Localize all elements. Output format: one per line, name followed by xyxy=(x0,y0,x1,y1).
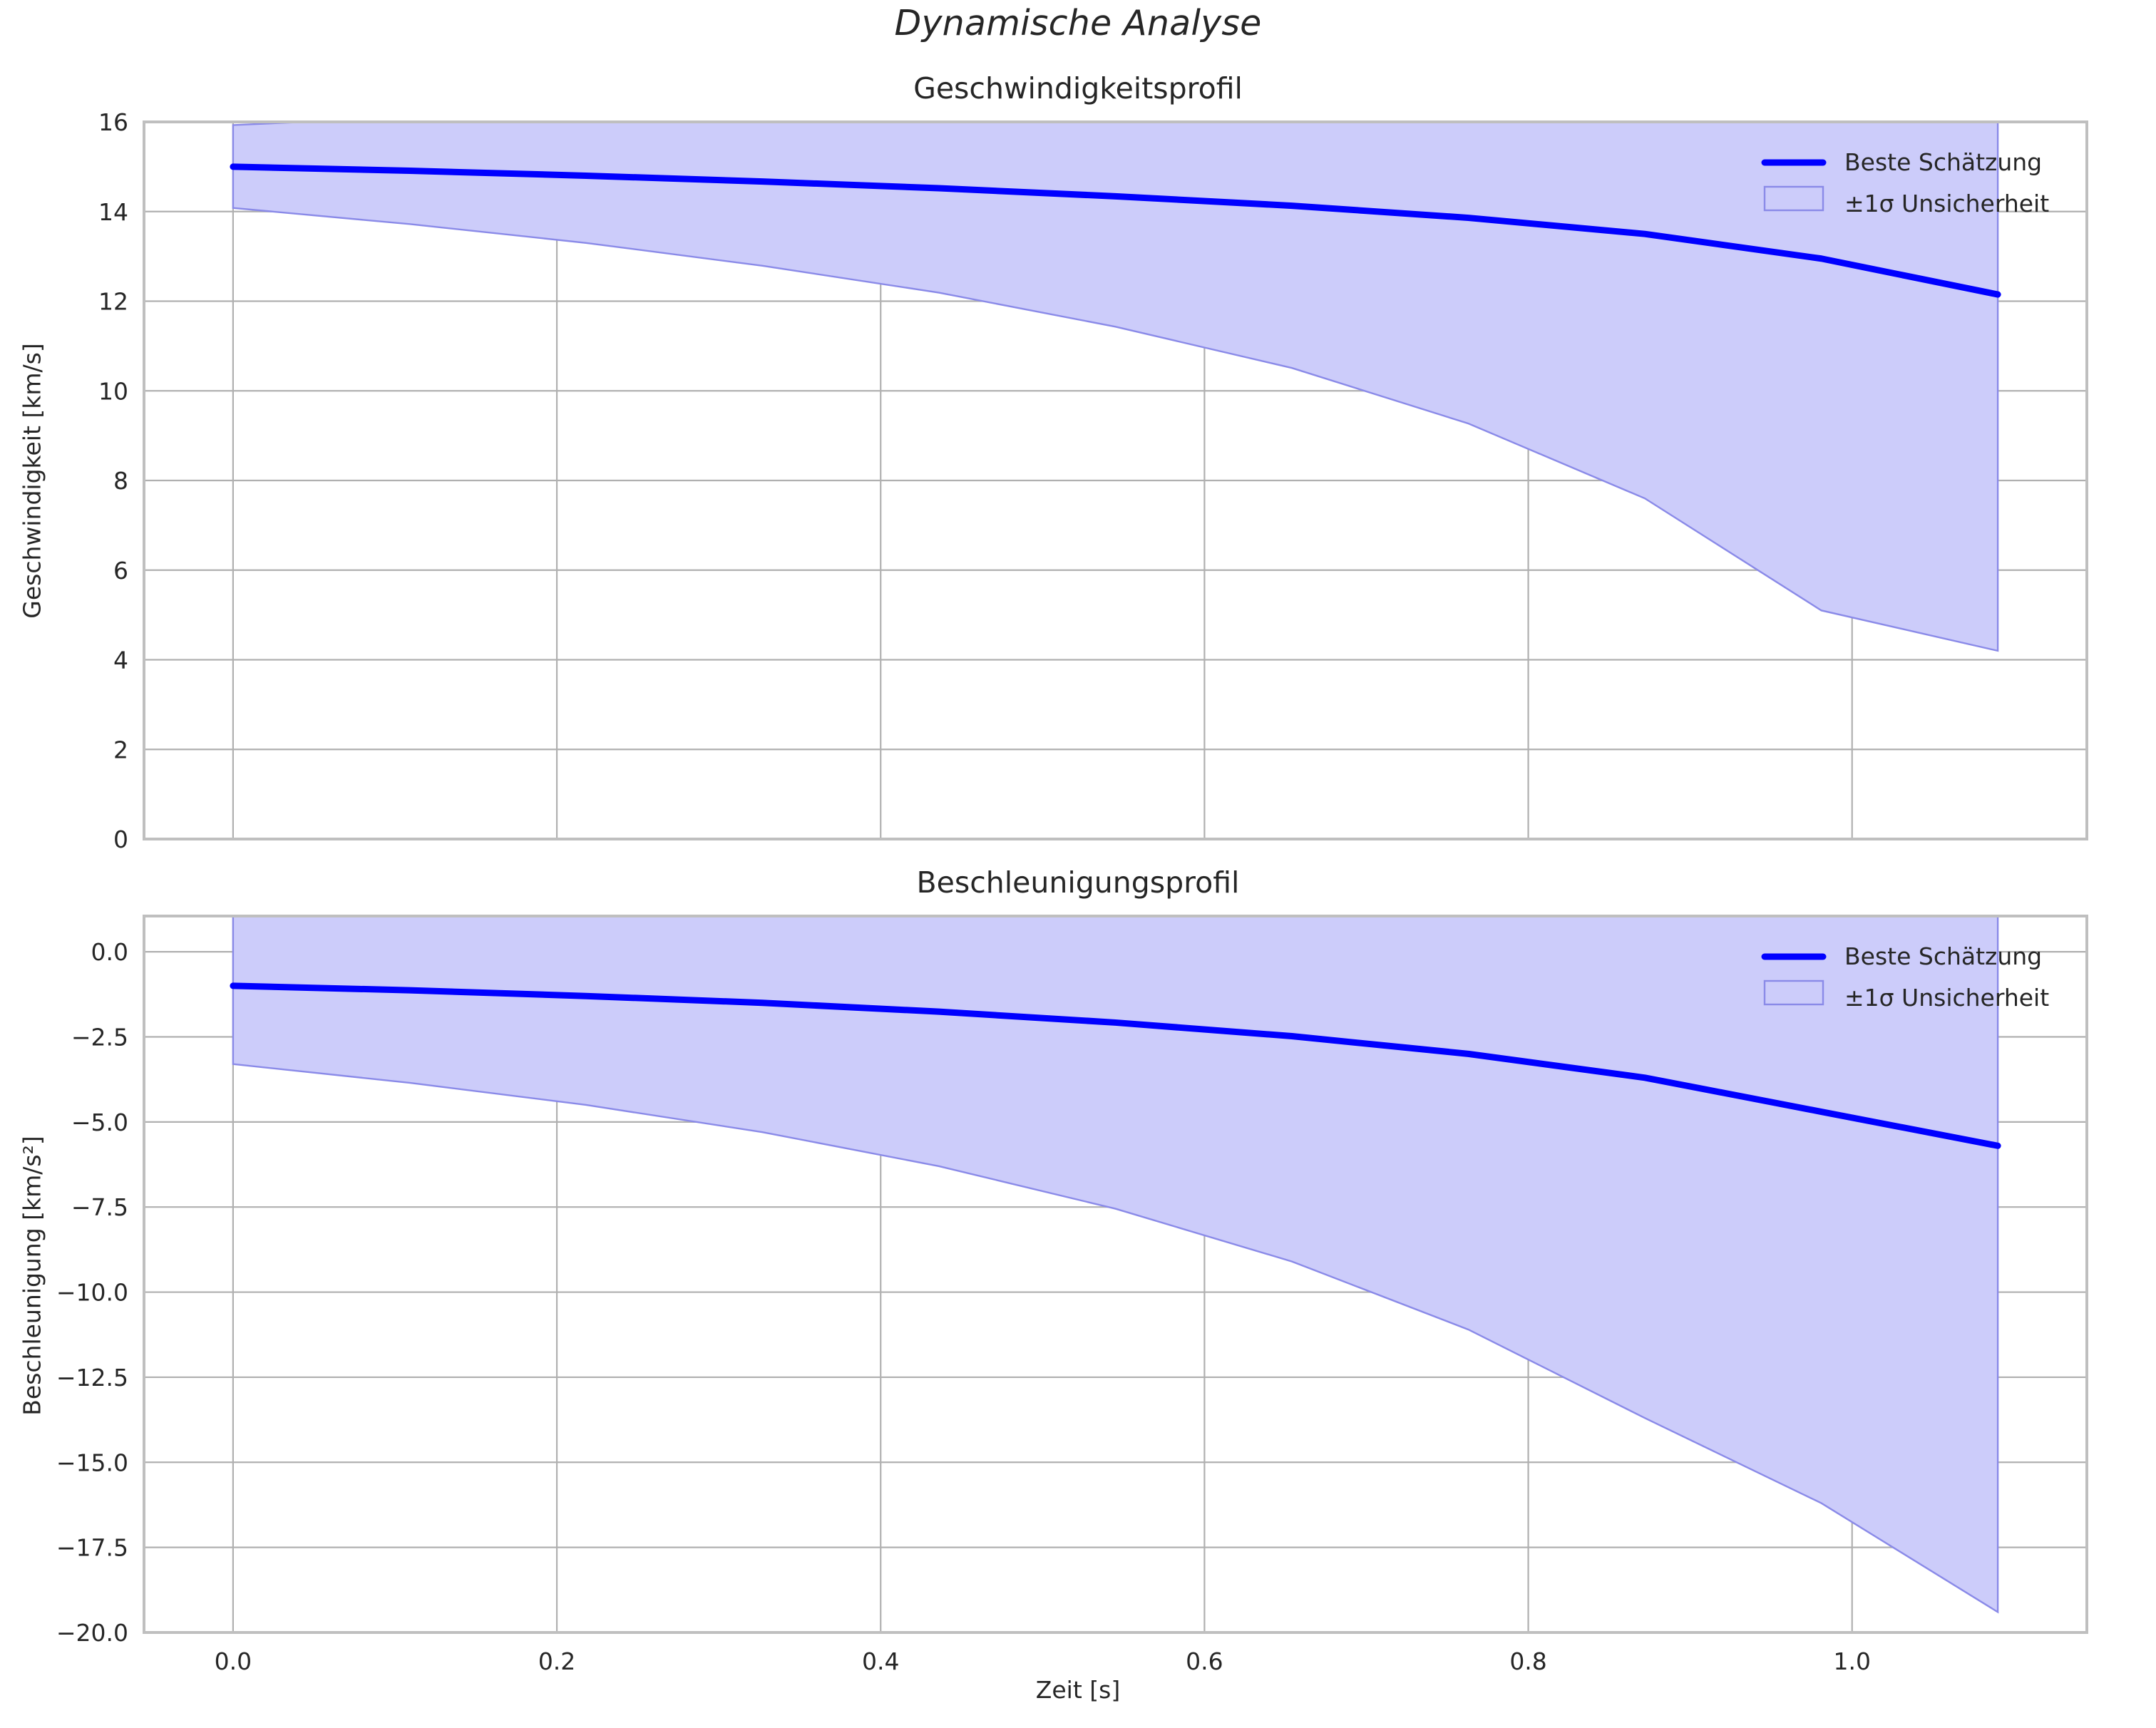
y-tick-label: 4 xyxy=(113,647,128,674)
y-tick-label: 2 xyxy=(113,736,128,763)
subplot-title-acceleration: Beschleunigungsprofil xyxy=(916,865,1240,900)
y-tick-label: 6 xyxy=(113,557,128,585)
axes-spines xyxy=(143,120,2088,840)
y-tick-label: 8 xyxy=(113,467,128,495)
y-tick-label: 10 xyxy=(98,377,128,405)
legend-label-uncertainty: ±1σ Unsicherheit xyxy=(1844,190,2049,217)
x-axis-label: Zeit [s] xyxy=(1035,1676,1121,1704)
figure-suptitle: Dynamische Analyse xyxy=(894,3,1262,43)
y-tick-label: 16 xyxy=(98,108,128,136)
y-tick-label: 0 xyxy=(113,826,128,853)
y-tick-label: 14 xyxy=(98,198,128,226)
subplot-title-velocity: Geschwindigkeitsprofil xyxy=(913,71,1243,106)
uncertainty-band xyxy=(232,122,1999,652)
legend-label-best-estimate: Beste Schätzung xyxy=(1844,148,2042,176)
legend-band-swatch xyxy=(1763,185,1824,212)
best-estimate-line xyxy=(230,163,2001,298)
y-tick-label: 12 xyxy=(98,288,128,316)
